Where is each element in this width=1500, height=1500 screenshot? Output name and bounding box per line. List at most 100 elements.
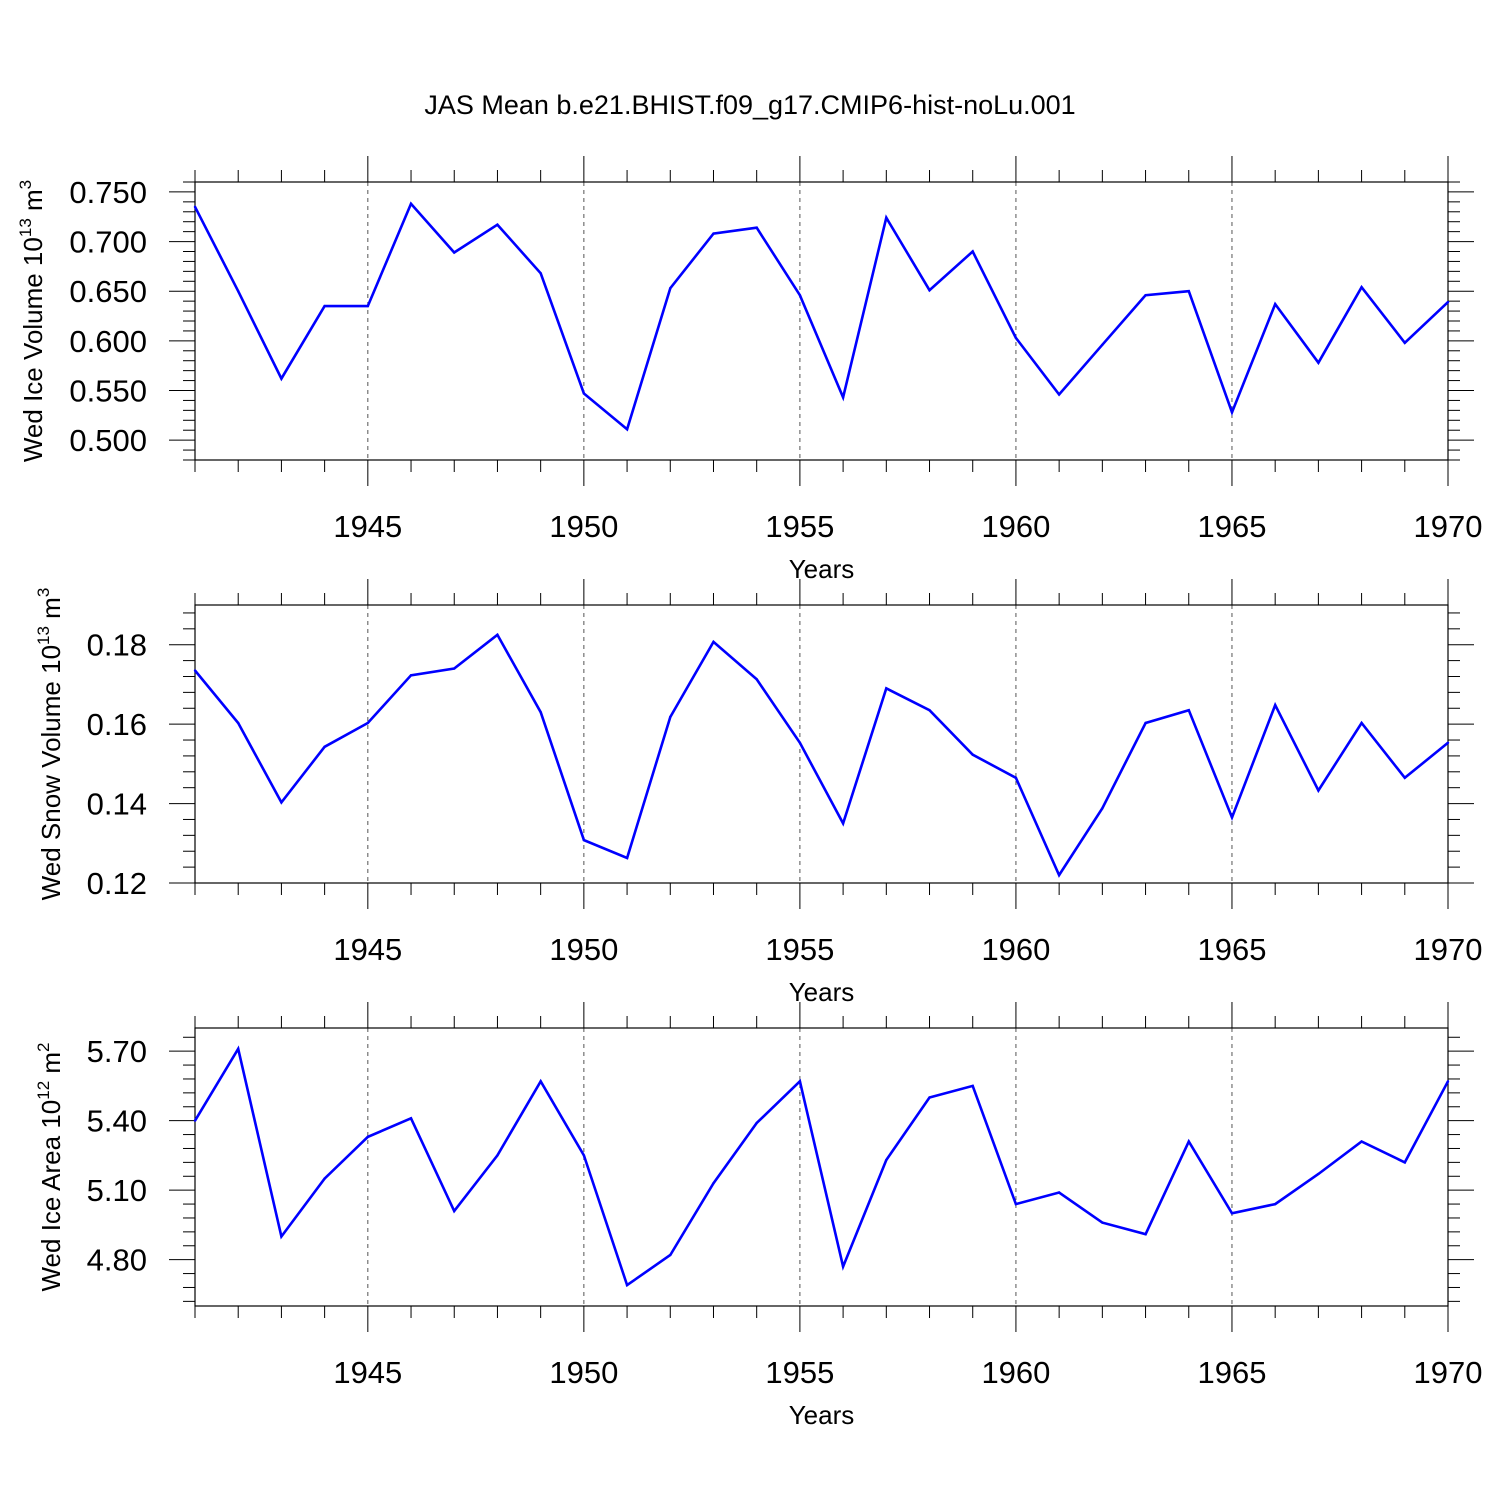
data-point	[1057, 873, 1061, 877]
data-point	[237, 721, 240, 725]
data-point	[1101, 807, 1104, 810]
data-point	[928, 1096, 931, 1099]
y-axis-label: Wed Ice Volume 1013 m3	[16, 180, 48, 462]
y-axis-label-unit: m	[36, 1052, 66, 1081]
data-point	[885, 687, 888, 690]
data-point	[669, 715, 672, 719]
data-point	[971, 1084, 974, 1088]
data-point	[625, 856, 629, 860]
data-point	[496, 223, 499, 226]
data-point	[409, 674, 413, 677]
data-point	[1317, 361, 1320, 364]
data-point	[1273, 302, 1277, 306]
y-tick-label: 0.600	[69, 324, 147, 359]
x-axis-label: Years	[789, 977, 855, 1007]
x-tick-label: 1955	[765, 1355, 834, 1390]
y-axis-label-unit: m	[18, 189, 48, 218]
data-point	[1317, 789, 1320, 792]
data-point	[193, 669, 197, 672]
x-tick-label: 1955	[765, 932, 834, 967]
data-point	[280, 801, 283, 804]
y-tick-label: 0.12	[87, 866, 147, 901]
data-point	[1057, 1191, 1061, 1194]
y-tick-label: 4.80	[87, 1243, 147, 1278]
data-point	[971, 753, 974, 756]
data-point	[1273, 1202, 1277, 1206]
data-point	[1403, 1161, 1406, 1164]
data-point	[755, 678, 758, 681]
data-point	[323, 304, 326, 308]
x-tick-label: 1960	[981, 1355, 1050, 1390]
data-point	[1403, 776, 1406, 779]
data-point	[409, 1117, 413, 1120]
data-point	[1360, 1140, 1363, 1143]
data-point	[1273, 703, 1277, 707]
data-point	[1014, 1202, 1018, 1206]
y-axis-label-unit-exponent: 2	[34, 1042, 53, 1051]
x-tick-label: 1955	[765, 509, 834, 544]
series-line	[193, 1045, 1450, 1288]
data-point	[755, 1121, 758, 1125]
data-point	[1446, 741, 1450, 745]
y-axis-label-unit-exponent: 3	[16, 180, 35, 189]
data-point	[323, 1177, 326, 1180]
y-axis-label-unit-exponent: 3	[34, 588, 53, 597]
x-tick-label: 1950	[549, 1355, 618, 1390]
data-point	[1187, 1140, 1190, 1143]
x-tick-label: 1965	[1197, 509, 1266, 544]
x-tick-label: 1970	[1414, 932, 1483, 967]
data-point	[928, 289, 931, 292]
y-axis-label-exponent: 13	[34, 626, 53, 645]
data-point	[1230, 816, 1234, 819]
y-axis-label: Wed Ice Area 1012 m2	[34, 1042, 66, 1291]
data-point	[453, 667, 456, 670]
data-point	[1403, 341, 1406, 345]
data-point	[366, 721, 370, 725]
y-tick-label: 0.750	[69, 175, 147, 210]
y-tick-label: 0.500	[69, 423, 147, 458]
data-point	[625, 428, 629, 431]
data-point	[1014, 776, 1018, 779]
data-point	[885, 1158, 888, 1162]
x-tick-label: 1945	[333, 932, 402, 967]
y-axis-label-main: Wed Snow Volume 10	[36, 645, 66, 900]
x-tick-label: 1960	[981, 509, 1050, 544]
data-point	[280, 377, 283, 380]
y-axis-label-exponent: 12	[34, 1081, 53, 1100]
chart-panel-2: 0.12 0.14 0.16 0.18 1945 1950 1955 1960 1965 1970…	[34, 579, 1482, 1007]
data-point	[1446, 1080, 1450, 1083]
y-tick-label: 0.700	[69, 225, 147, 260]
data-point	[1101, 1221, 1104, 1224]
y-tick-label: 0.18	[87, 628, 147, 663]
chart-panel-1: 0.500 0.550 0.600 0.650 0.700 0.750 1945 1950 19…	[16, 156, 1482, 584]
data-point	[712, 1182, 715, 1185]
series-line	[193, 632, 1449, 878]
data-point	[798, 741, 802, 745]
y-tick-label: 5.10	[87, 1173, 147, 1208]
x-tick-label: 1945	[333, 509, 402, 544]
data-point	[1360, 286, 1363, 289]
data-point	[193, 205, 197, 209]
data-point	[1187, 709, 1190, 712]
y-tick-label: 5.40	[87, 1104, 147, 1139]
data-point	[755, 226, 758, 229]
data-point	[323, 745, 326, 748]
y-tick-label: 0.16	[87, 707, 147, 742]
data-point	[1360, 721, 1363, 725]
data-point	[582, 838, 586, 842]
data-point	[885, 216, 888, 219]
x-axis-label: Years	[789, 1400, 855, 1430]
y-axis-label-unit: m	[36, 597, 66, 626]
data-point	[928, 709, 931, 712]
data-point	[1187, 290, 1190, 293]
data-point	[582, 1154, 586, 1157]
y-axis-label-exponent: 13	[16, 218, 35, 237]
data-point	[1057, 393, 1061, 396]
chart-panel-3: 4.80 5.10 5.40 5.70 1945 1950 1955 1960 1965 1970…	[34, 1002, 1482, 1430]
x-tick-label: 1965	[1197, 1355, 1266, 1390]
x-tick-label: 1945	[333, 1355, 402, 1390]
y-axis-label-main: Wed Ice Volume 10	[18, 237, 48, 462]
data-point	[409, 202, 413, 206]
data-point	[841, 822, 845, 825]
data-point	[798, 293, 802, 297]
